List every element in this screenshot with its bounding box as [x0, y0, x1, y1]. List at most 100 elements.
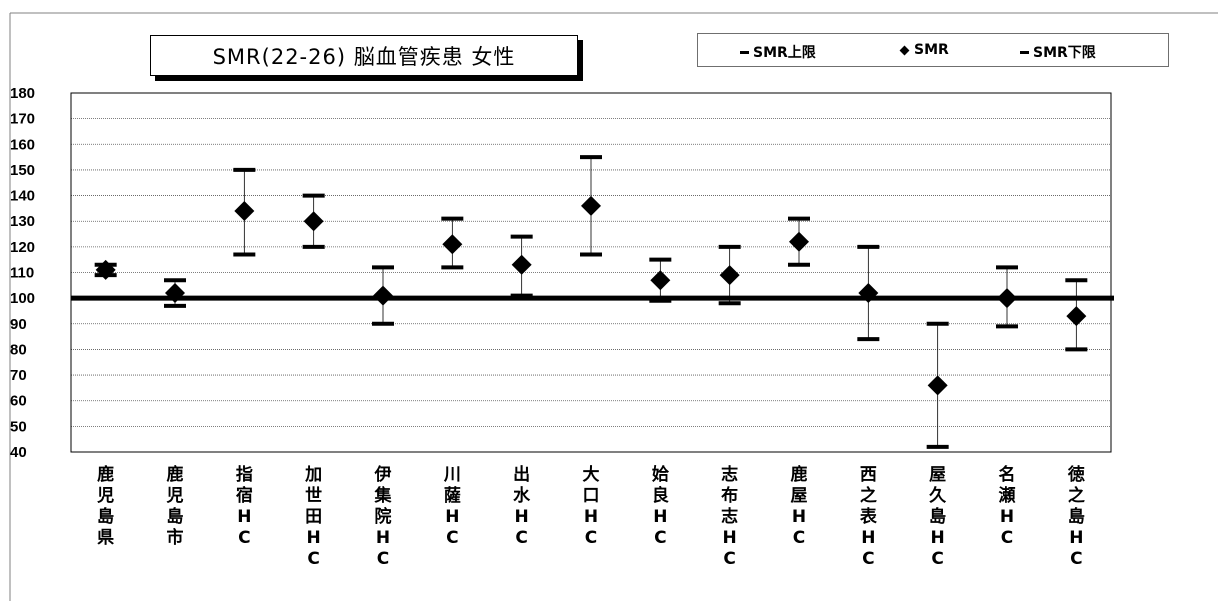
category-label-char: H: [376, 528, 390, 548]
category-label-char: H: [307, 528, 321, 548]
category-label-char: C: [931, 549, 943, 569]
category-label-char: 水: [513, 485, 531, 506]
category-label-char: 志: [721, 464, 738, 485]
category-label-char: H: [445, 507, 459, 527]
y-tick-label: 160: [10, 136, 35, 153]
category-label-char: 名: [999, 464, 1016, 485]
category-label-char: 市: [167, 527, 184, 548]
category-label-char: 島: [167, 506, 184, 527]
diamond-marker-icon: [899, 45, 910, 55]
y-tick-label: 60: [10, 393, 27, 410]
smr-point: [997, 288, 1017, 309]
y-tick-label: 110: [10, 265, 34, 282]
category-label-char: 大: [583, 464, 600, 485]
y-tick-label: 120: [10, 239, 35, 256]
category-label-char: 出: [513, 464, 530, 485]
smr-point: [303, 211, 324, 232]
legend-item-upper: SMR上限: [740, 42, 816, 62]
y-tick-label: 140: [10, 188, 35, 205]
category-label-char: H: [723, 528, 737, 548]
category-label-char: C: [446, 528, 458, 548]
category-label-char: H: [515, 507, 529, 527]
category-label-char: 児: [166, 486, 184, 506]
category-label-char: H: [931, 528, 945, 548]
category-label-char: 鹿: [167, 464, 184, 485]
smr-point: [95, 259, 116, 280]
category-label-char: 之: [1068, 485, 1085, 506]
y-tick-label: 50: [10, 418, 27, 435]
category-label-char: H: [653, 507, 667, 527]
category-label-char: H: [861, 528, 875, 548]
category-label-char: 院: [375, 506, 392, 527]
category-label-char: C: [377, 549, 389, 569]
category-label-char: C: [238, 528, 250, 548]
category-label-char: 表: [860, 506, 878, 527]
category-label-char: 姶: [652, 464, 670, 485]
category-label-char: 宿: [236, 485, 253, 506]
chart-title-text: SMR(22-26) 脳血管疾患 女性: [212, 44, 516, 69]
smr-point: [789, 231, 809, 252]
category-label-char: 志: [721, 506, 738, 527]
dash-marker-icon: [740, 50, 749, 54]
smr-points: [95, 195, 1087, 396]
y-tick-label: 100: [10, 290, 35, 307]
legend-item-lower: SMR下限: [1020, 42, 1096, 62]
category-label-char: 之: [860, 485, 877, 506]
category-label-char: 県: [97, 528, 114, 548]
category-label-char: C: [585, 528, 597, 548]
category-label-char: 島: [929, 506, 946, 527]
smr-point: [719, 265, 740, 286]
category-label-char: 島: [1068, 506, 1085, 527]
category-label-char: 久: [929, 485, 946, 506]
chart-legend: SMR上限 SMR SMR下限: [697, 33, 1169, 67]
category-label-char: H: [792, 507, 806, 527]
category-label-char: 布: [721, 485, 738, 506]
smr-point: [442, 234, 463, 255]
category-label-char: C: [1070, 549, 1082, 569]
category-label-char: C: [654, 528, 666, 548]
smr-point: [1066, 306, 1087, 327]
legend-label-smr: SMR: [914, 42, 949, 58]
plot-area: [70, 92, 1112, 453]
legend-item-smr: SMR: [899, 42, 949, 58]
legend-label-upper: SMR上限: [753, 45, 816, 61]
smr-point: [511, 254, 532, 275]
category-label-char: 薩: [444, 485, 461, 506]
legend-label-lower: SMR下限: [1033, 45, 1096, 61]
category-label-char: 集: [374, 485, 393, 506]
y-tick-label: 130: [10, 213, 35, 230]
category-label-char: C: [1001, 528, 1013, 548]
y-tick-label: 40: [10, 444, 27, 461]
category-label-char: 指: [236, 464, 253, 485]
smr-point: [927, 375, 948, 396]
category-label-char: 川: [443, 465, 461, 485]
category-label-char: 西: [860, 465, 877, 485]
smr-point: [858, 283, 879, 304]
category-label-char: 児: [96, 486, 114, 506]
category-label-char: C: [515, 528, 527, 548]
category-label-char: 加: [304, 465, 322, 485]
smr-point: [581, 195, 601, 216]
y-tick-label: 170: [10, 111, 35, 128]
category-label-char: 鹿: [97, 464, 114, 485]
smr-point: [165, 283, 185, 304]
y-tick-label: 180: [10, 85, 35, 102]
smr-point: [373, 285, 393, 306]
y-tick-labels: 180 170 160 150 140 130 120 110 100 90 80 70 60 50 40: [10, 85, 35, 461]
y-tick-label: 80: [10, 341, 27, 358]
category-label-char: 口: [583, 486, 600, 506]
category-label-char: H: [237, 507, 251, 527]
category-label-char: 良: [652, 485, 669, 506]
category-label-char: 田: [305, 507, 322, 527]
chart-title: SMR(22-26) 脳血管疾患 女性: [150, 35, 578, 76]
category-label-char: H: [1000, 507, 1014, 527]
category-labels: 鹿児島県鹿児島市指宿HC加世田HC伊集院HC川薩HC出水HC大口HC姶良HC志布…: [96, 464, 1085, 569]
category-label-char: C: [723, 549, 735, 569]
category-label-char: 瀬: [999, 486, 1016, 506]
category-label-char: 世: [305, 486, 322, 506]
y-tick-label: 90: [10, 316, 27, 333]
y-tick-label: 70: [10, 367, 27, 384]
category-label-char: 伊: [374, 464, 392, 485]
